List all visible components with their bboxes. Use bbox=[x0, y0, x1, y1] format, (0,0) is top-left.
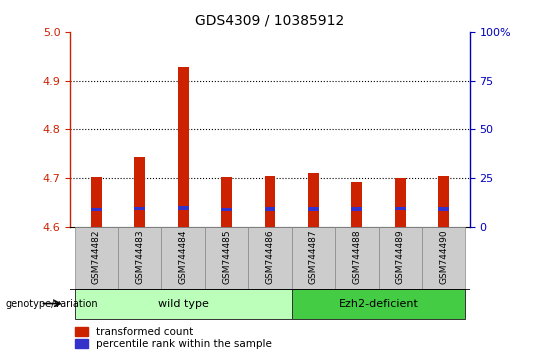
Bar bbox=[422, 227, 465, 289]
Bar bbox=[265, 176, 275, 227]
Text: genotype/variation: genotype/variation bbox=[5, 298, 98, 309]
Text: GSM744482: GSM744482 bbox=[92, 230, 101, 284]
Bar bbox=[91, 207, 102, 211]
Bar bbox=[395, 178, 406, 227]
Bar bbox=[308, 173, 319, 227]
Bar bbox=[75, 227, 118, 289]
Bar bbox=[265, 207, 275, 211]
Bar bbox=[308, 207, 319, 211]
Title: GDS4309 / 10385912: GDS4309 / 10385912 bbox=[195, 14, 345, 28]
Bar bbox=[75, 289, 292, 319]
Text: GSM744486: GSM744486 bbox=[266, 230, 274, 284]
Bar bbox=[161, 227, 205, 289]
Bar bbox=[335, 227, 379, 289]
Bar bbox=[379, 227, 422, 289]
Bar bbox=[178, 206, 188, 210]
Bar bbox=[248, 227, 292, 289]
Text: GSM744483: GSM744483 bbox=[135, 230, 144, 284]
Text: GSM744488: GSM744488 bbox=[353, 230, 361, 284]
Bar bbox=[292, 289, 465, 319]
Text: GSM744485: GSM744485 bbox=[222, 230, 231, 284]
Bar bbox=[134, 207, 145, 211]
Text: GSM744487: GSM744487 bbox=[309, 230, 318, 284]
Text: Ezh2-deficient: Ezh2-deficient bbox=[339, 298, 418, 309]
Text: wild type: wild type bbox=[158, 298, 208, 309]
Bar bbox=[205, 227, 248, 289]
Bar bbox=[438, 176, 449, 227]
Bar bbox=[221, 207, 232, 211]
Bar bbox=[352, 182, 362, 227]
Bar bbox=[91, 177, 102, 227]
Bar bbox=[134, 158, 145, 227]
Bar bbox=[221, 177, 232, 227]
Bar bbox=[395, 207, 406, 211]
Bar bbox=[438, 207, 449, 211]
Text: GSM744484: GSM744484 bbox=[179, 230, 187, 284]
Bar bbox=[292, 227, 335, 289]
Legend: transformed count, percentile rank within the sample: transformed count, percentile rank withi… bbox=[76, 327, 272, 349]
Text: GSM744490: GSM744490 bbox=[439, 230, 448, 284]
Bar bbox=[118, 227, 161, 289]
Text: GSM744489: GSM744489 bbox=[396, 230, 405, 284]
Bar bbox=[352, 207, 362, 211]
Bar bbox=[178, 67, 188, 227]
